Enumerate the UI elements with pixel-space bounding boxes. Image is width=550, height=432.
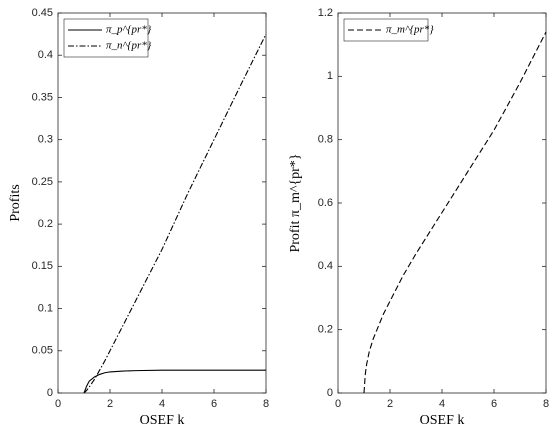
y-tick-label: 0	[47, 387, 53, 399]
y-tick-label: 0.05	[32, 345, 53, 357]
legend-label: π_m^{pr*}	[386, 24, 434, 36]
legend-box	[343, 18, 429, 42]
x-tick-label: 2	[107, 398, 113, 410]
y-tick-label: 0.15	[32, 260, 53, 272]
series-line	[83, 369, 266, 394]
y-axis-label: Profits	[8, 184, 23, 221]
y-tick-label: 0	[327, 387, 333, 399]
y-tick-label: 0.4	[318, 260, 333, 272]
x-tick-label: 4	[159, 398, 165, 410]
legend-label: π_p^{pr*}	[106, 24, 152, 36]
y-tick-label: 0.25	[32, 176, 53, 188]
legend: π_m^{pr*}	[343, 18, 434, 42]
x-tick-label: 2	[387, 398, 393, 410]
y-tick-label: 0.8	[318, 134, 333, 146]
x-tick-label: 6	[491, 398, 497, 410]
y-tick-label: 0.1	[38, 302, 53, 314]
x-tick-label: 8	[263, 398, 269, 410]
y-tick-label: 0.2	[38, 218, 53, 230]
y-tick-label: 1.2	[318, 7, 333, 19]
x-tick-label: 6	[211, 398, 217, 410]
legend-label: π_n^{pr*}	[106, 40, 152, 52]
y-tick-label: 1	[327, 70, 333, 82]
legend: π_p^{pr*} π_n^{pr*}	[63, 18, 152, 58]
y-tick-label: 0.2	[318, 324, 333, 336]
y-tick-label: 0.45	[32, 7, 53, 19]
series-line	[363, 31, 547, 394]
x-axis-label: OSEF k	[140, 413, 185, 428]
y-tick-label: 0.3	[38, 134, 53, 146]
plot-area	[337, 12, 547, 394]
y-axis-label: Profit π_m^{pr*}	[288, 153, 303, 252]
y-tick-label: 0.4	[38, 49, 53, 61]
series-line	[83, 33, 267, 394]
y-tick-label: 0.6	[318, 197, 333, 209]
x-tick-label: 4	[439, 398, 445, 410]
x-tick-label: 8	[543, 398, 549, 410]
x-axis-label: OSEF k	[420, 413, 465, 428]
x-tick-label: 0	[335, 398, 341, 410]
plot-area	[57, 12, 267, 394]
y-tick-label: 0.35	[32, 91, 53, 103]
x-tick-label: 0	[55, 398, 61, 410]
legend-box	[63, 18, 149, 58]
